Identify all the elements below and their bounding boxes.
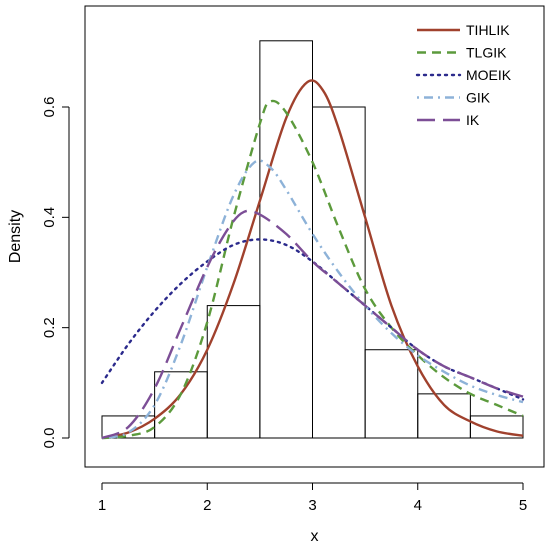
- legend: TIHLIK TLGIK MOEIK GIK IK: [415, 22, 512, 128]
- density-curves: [100, 79, 525, 440]
- histogram-bar-2: [154, 371, 208, 439]
- y-tick-label: 0.2: [41, 317, 58, 338]
- x-tick-label: 5: [519, 497, 527, 514]
- curve-tlgik: [101, 99, 524, 440]
- plot-frame: [84, 5, 545, 468]
- y-axis-label: Density: [7, 210, 24, 263]
- histogram-bar-4: [259, 40, 313, 439]
- histogram-bar-5: [312, 106, 366, 439]
- x-tick-label: 3: [308, 497, 316, 514]
- curve-moeik: [100, 238, 525, 401]
- legend-label-ik: IK: [466, 112, 480, 128]
- legend-label-tlgik: TLGIK: [466, 45, 507, 61]
- histogram-bar-6: [364, 349, 419, 439]
- curve-gik: [101, 159, 524, 440]
- x-axis-label: x: [311, 528, 319, 545]
- legend-label-gik: GIK: [466, 90, 491, 106]
- histogram-bar-8: [469, 415, 524, 439]
- y-tick-label: 0.0: [41, 428, 58, 449]
- histogram-bar-3: [206, 305, 261, 439]
- histogram-bar-7: [417, 393, 471, 439]
- y-tick-label: 0.6: [41, 97, 58, 118]
- y-tick-label: 0.4: [41, 207, 58, 228]
- histogram-bars: [101, 40, 524, 439]
- curve-ik: [101, 209, 524, 440]
- x-tick-label: 2: [203, 497, 211, 514]
- x-tick-label: 1: [98, 497, 106, 514]
- y-axis: 0.0 0.2 0.4 0.6: [41, 97, 70, 449]
- x-axis: 1 2 3 4 5: [98, 482, 527, 514]
- x-tick-label: 4: [414, 497, 422, 514]
- legend-label-tihlik: TIHLIK: [466, 22, 510, 38]
- legend-label-moeik: MOEIK: [466, 67, 512, 83]
